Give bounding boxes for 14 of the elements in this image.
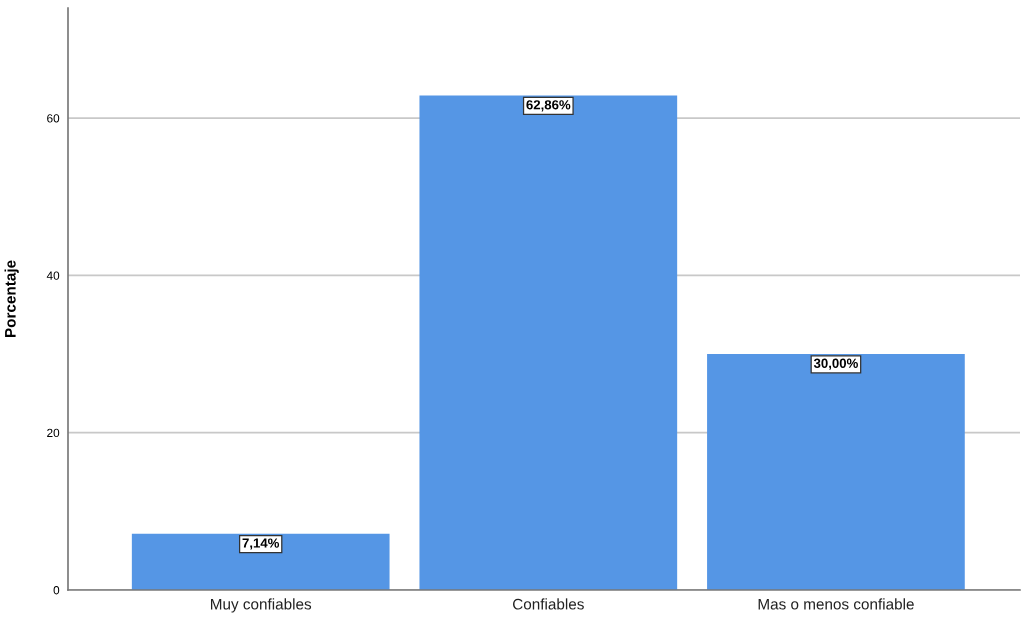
x-tick-label: Muy confiables bbox=[211, 598, 312, 613]
data-label: 62,86% bbox=[526, 100, 571, 112]
y-tick-label: 60 bbox=[47, 114, 60, 123]
data-label: 30,00% bbox=[813, 358, 858, 370]
y-tick-label: 40 bbox=[46, 271, 60, 280]
bar bbox=[419, 95, 678, 590]
x-tick-label: Confiables bbox=[513, 598, 584, 610]
bar bbox=[707, 354, 965, 590]
y-tick-label: 20 bbox=[47, 428, 60, 438]
x-tick-label: Mas o menos confiable bbox=[758, 598, 914, 610]
y-tick-label: 0 bbox=[53, 586, 60, 595]
data-label: 7,14% bbox=[242, 538, 280, 550]
bar bbox=[131, 533, 390, 590]
y-axis-title: Porcentaje bbox=[4, 260, 19, 338]
